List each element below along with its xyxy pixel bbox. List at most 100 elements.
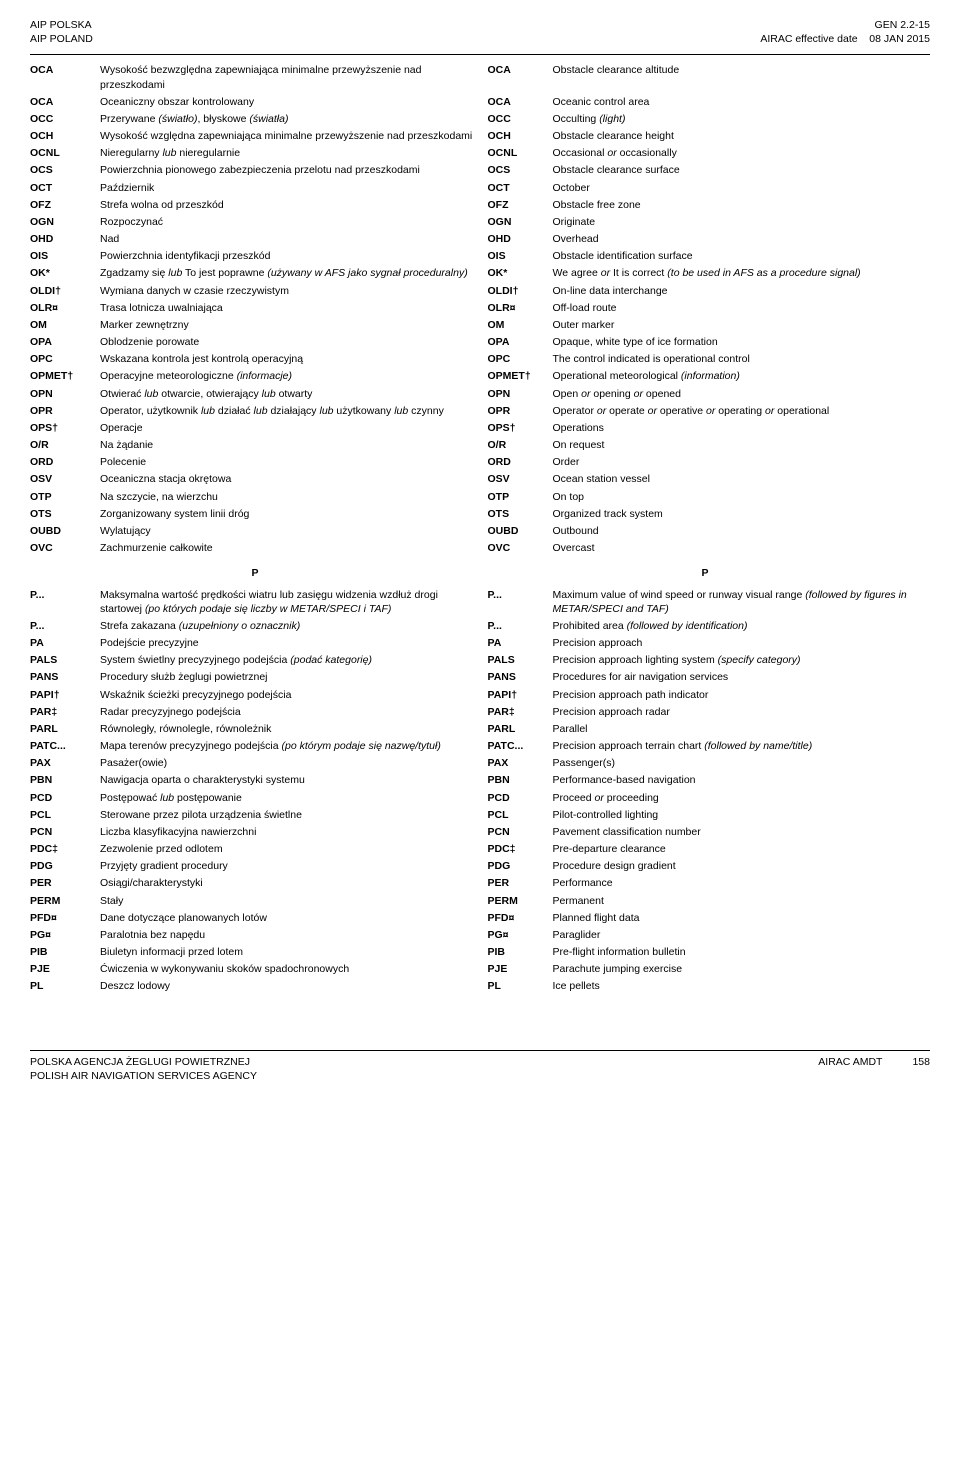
- abbr-pl: OPS†: [30, 421, 90, 435]
- abbr-en: PAPI†: [488, 688, 543, 702]
- abbr-pl: OPC: [30, 352, 90, 366]
- def-pl: Liczba klasyfikacyjna nawierzchni: [100, 825, 478, 839]
- def-pl: Stały: [100, 894, 478, 908]
- abbr-pl: OVC: [30, 541, 90, 555]
- abbr-en: PAX: [488, 756, 543, 770]
- abbr-pl: PER: [30, 876, 90, 890]
- abbr-en: OVC: [488, 541, 543, 555]
- def-pl: Procedury służb żeglugi powietrznej: [100, 670, 478, 684]
- abbr-en: OCH: [488, 129, 543, 143]
- def-en: Originate: [553, 215, 931, 229]
- abbr-pl: PCD: [30, 791, 90, 805]
- abbr-en: OIS: [488, 249, 543, 263]
- def-en: Parallel: [553, 722, 931, 736]
- abbr-en: PDC‡: [488, 842, 543, 856]
- abbr-pl: OPMET†: [30, 369, 90, 383]
- abbr-en: OCS: [488, 163, 543, 177]
- abbr-en: PG¤: [488, 928, 543, 942]
- def-pl: Zorganizowany system linii dróg: [100, 507, 478, 521]
- def-en: Occulting (light): [553, 112, 931, 126]
- def-en: Occasional or occasionally: [553, 146, 931, 160]
- def-pl: Paralotnia bez napędu: [100, 928, 478, 942]
- footer-right: AIRAC AMDT 158: [818, 1055, 930, 1083]
- def-pl: Powierzchnia pionowego zabezpieczenia pr…: [100, 163, 478, 177]
- header-title-pl: AIP POLSKA: [30, 18, 93, 32]
- def-pl: Ćwiczenia w wykonywaniu skoków spadochro…: [100, 962, 478, 976]
- def-pl: Deszcz lodowy: [100, 979, 478, 993]
- def-pl: Marker zewnętrzny: [100, 318, 478, 332]
- abbr-en: PIB: [488, 945, 543, 959]
- def-pl: Wysokość bezwzględna zapewniająca minima…: [100, 63, 478, 91]
- def-en: Prohibited area (followed by identificat…: [553, 619, 931, 633]
- header-code: GEN 2.2-15: [875, 18, 930, 32]
- section-header-p: PP: [30, 558, 930, 584]
- def-en: Operator or operate or operative or oper…: [553, 404, 931, 418]
- def-en: Obstacle clearance altitude: [553, 63, 931, 91]
- def-en: Obstacle clearance surface: [553, 163, 931, 177]
- abbr-pl: OM: [30, 318, 90, 332]
- header-title-en: AIP POLAND: [30, 32, 93, 46]
- def-pl: Pasażer(owie): [100, 756, 478, 770]
- abbr-pl: OCC: [30, 112, 90, 126]
- abbr-en: OLR¤: [488, 301, 543, 315]
- def-pl: Wskazana kontrola jest kontrolą operacyj…: [100, 352, 478, 366]
- abbr-pl: PA: [30, 636, 90, 650]
- def-pl: Mapa terenów precyzyjnego podejścia (po …: [100, 739, 478, 753]
- def-en: Off-load route: [553, 301, 931, 315]
- abbr-pl: PATC...: [30, 739, 90, 753]
- def-pl: Rozpoczynać: [100, 215, 478, 229]
- abbr-pl: PG¤: [30, 928, 90, 942]
- def-pl: Wysokość względna zapewniająca minimalne…: [100, 129, 478, 143]
- abbr-en: OPC: [488, 352, 543, 366]
- header-eff-label: AIRAC effective date: [760, 33, 857, 45]
- def-en: Precision approach lighting system (spec…: [553, 653, 931, 667]
- def-pl: Zachmurzenie całkowite: [100, 541, 478, 555]
- abbr-en: PCD: [488, 791, 543, 805]
- abbr-pl: PANS: [30, 670, 90, 684]
- def-pl: Zezwolenie przed odlotem: [100, 842, 478, 856]
- abbr-pl: OPA: [30, 335, 90, 349]
- def-pl: Dane dotyczące planowanych lotów: [100, 911, 478, 925]
- footer-left: POLSKA AGENCJA ŻEGLUGI POWIETRZNEJ POLIS…: [30, 1055, 257, 1083]
- def-pl: Oceaniczna stacja okrętowa: [100, 472, 478, 486]
- page-footer: POLSKA AGENCJA ŻEGLUGI POWIETRZNEJ POLIS…: [30, 1050, 930, 1083]
- abbr-pl: PDG: [30, 859, 90, 873]
- abbr-en: PDG: [488, 859, 543, 873]
- abbr-en: OPA: [488, 335, 543, 349]
- abbr-en: PATC...: [488, 739, 543, 753]
- def-pl: Polecenie: [100, 455, 478, 469]
- abbr-en: OCC: [488, 112, 543, 126]
- abbr-en: PALS: [488, 653, 543, 667]
- abbr-pl: PCL: [30, 808, 90, 822]
- def-pl: Strefa wolna od przeszkód: [100, 198, 478, 212]
- def-pl: Radar precyzyjnego podejścia: [100, 705, 478, 719]
- def-en: Organized track system: [553, 507, 931, 521]
- def-pl: Przerywane (światło), błyskowe (światła): [100, 112, 478, 126]
- def-en: On top: [553, 490, 931, 504]
- abbr-pl: OFZ: [30, 198, 90, 212]
- abbr-pl: OPN: [30, 387, 90, 401]
- abbr-en: OM: [488, 318, 543, 332]
- abbr-pl: OPR: [30, 404, 90, 418]
- abbr-pl: OK*: [30, 266, 90, 280]
- def-en: Ocean station vessel: [553, 472, 931, 486]
- def-en: Outbound: [553, 524, 931, 538]
- def-en: Maximum value of wind speed or runway vi…: [553, 588, 931, 616]
- def-en: Pre-departure clearance: [553, 842, 931, 856]
- def-en: Precision approach terrain chart (follow…: [553, 739, 931, 753]
- abbr-pl: PL: [30, 979, 90, 993]
- abbr-en: PBN: [488, 773, 543, 787]
- abbr-pl: OCA: [30, 95, 90, 109]
- abbr-pl: PARL: [30, 722, 90, 736]
- def-pl: Powierzchnia identyfikacji przeszkód: [100, 249, 478, 263]
- def-pl: Operacyjne meteorologiczne (informacje): [100, 369, 478, 383]
- abbr-pl: OSV: [30, 472, 90, 486]
- def-pl: Biuletyn informacji przed lotem: [100, 945, 478, 959]
- def-pl: Operator, użytkownik lub działać lub dzi…: [100, 404, 478, 418]
- def-pl: Nawigacja oparta o charakterystyki syste…: [100, 773, 478, 787]
- abbr-pl: PJE: [30, 962, 90, 976]
- def-en: Paraglider: [553, 928, 931, 942]
- abbr-en: OPR: [488, 404, 543, 418]
- def-en: Oceanic control area: [553, 95, 931, 109]
- abbreviation-table: OCA Wysokość bezwzględna zapewniająca min…: [30, 63, 930, 993]
